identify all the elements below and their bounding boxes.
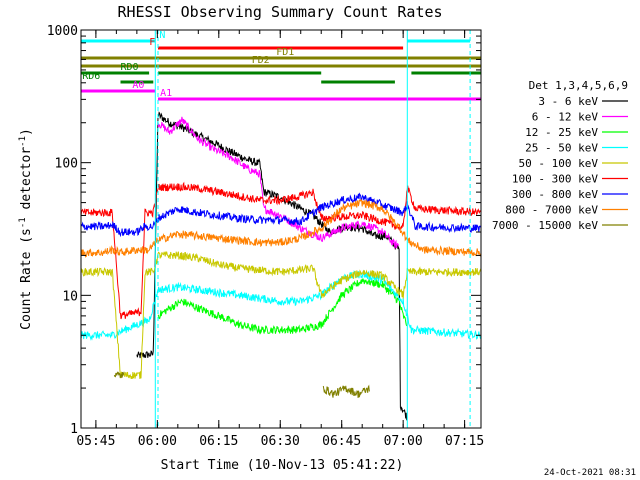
flag-bar-rd6 [120,80,154,84]
flag-label-a0: A0 [132,80,144,91]
series-800-7000-kev [80,199,482,259]
series-line-3-6-kev [136,111,408,421]
legend: Det 1,3,4,5,6,9 3 - 6 keV 6 - 12 keV 12 - … [492,79,628,232]
series-line-800-7000-kev [80,199,482,259]
flag-fd1: FD1 [81,47,481,60]
flag-label-f: F [149,37,155,48]
attenuator-lines [154,30,471,428]
y-axis-label-sup1: -1 [18,217,28,228]
series-100-300-kev [80,181,482,320]
y-axis-label-mid: detector [19,147,34,218]
legend-label: 7000 - 15000 keV [492,219,598,232]
y-tick-label: 1 [70,422,78,437]
y-tick-label: 100 [55,157,78,172]
chart-series [80,111,482,421]
legend-item-800-7000-kev: 800 - 7000 keV [505,204,628,217]
flag-bar-fd1 [81,56,481,60]
x-tick-label: 06:15 [199,434,238,449]
legend-entries: 3 - 6 keV 6 - 12 keV 12 - 25 keV 25 - 50 ke… [492,95,628,232]
flag-bar-rd0 [411,71,481,75]
legend-item-6-12-kev: 6 - 12 keV [532,111,628,124]
flag-bar-fd2 [81,64,481,68]
flag-rd6: RD6 [82,71,395,84]
x-tick-label: 07:00 [384,434,423,449]
observing-flags: NF FD1 FD2 RD0 RD6 A0 A1 [81,30,481,101]
flag-label-rd6: RD6 [82,71,100,82]
y-axis-label-sup2: -1 [18,136,28,147]
flag-bar-f [158,46,404,50]
flag-bar-rd6 [321,80,395,84]
y-tick-label: 1000 [47,24,78,39]
x-axis-label: Start Time (10-Nov-13 05:41:22) [161,458,404,473]
legend-item-300-800-kev: 300 - 800 keV [512,188,628,201]
flag-bar-n [81,39,156,43]
flag-bar-rd0 [81,71,150,75]
chart-axes: 05:45 06:00 06:15 06:30 06:45 07:00 07:15 1 10 10… [47,24,484,449]
plot-frame [80,29,482,429]
x-tick-label: 06:45 [322,434,361,449]
series-line-50-100-kev [80,250,482,380]
legend-item-25-50-kev: 25 - 50 keV [525,142,628,155]
legend-item-100-300-kev: 100 - 300 keV [512,173,628,186]
legend-label: 50 - 100 keV [519,157,599,170]
series-line-25-50-kev [80,269,482,342]
flag-bar-a1 [158,97,481,101]
series-line-7000-15000-kev [322,384,370,398]
flag-label-fd1: FD1 [276,47,294,58]
render-timestamp: 24-Oct-2021 08:31 [544,468,636,478]
y-axis-label-pre: Count Rate (s [19,228,34,330]
y-axis-label: Count Rate (s-1 detector-1) [18,128,34,330]
legend-label: 6 - 12 keV [532,111,599,124]
series-25-50-kev [80,269,482,342]
flag-bar-n [407,39,471,43]
series-3-6-kev [136,111,408,421]
y-axis-label-post: ) [19,128,34,136]
series-line-100-300-kev [80,181,482,320]
x-tick-label: 05:45 [76,434,115,449]
legend-label: 300 - 800 keV [512,188,598,201]
legend-label: 800 - 7000 keV [505,204,598,217]
y-tick-label: 10 [62,289,78,304]
flag-a1: A1 [158,88,481,101]
legend-item-50-100-kev: 50 - 100 keV [519,157,628,170]
flag-label-fd2: FD2 [252,55,270,66]
legend-item-12-25-kev: 12 - 25 keV [525,126,628,139]
legend-item-7000-15000-kev: 7000 - 15000 keV [492,219,628,232]
legend-item-3-6-kev: 3 - 6 keV [538,95,628,108]
flag-a0: A0 [81,80,156,93]
series-50-100-kev [80,250,482,380]
legend-title: Det 1,3,4,5,6,9 [529,79,628,92]
legend-label: 100 - 300 keV [512,173,598,186]
legend-label: 12 - 25 keV [525,126,598,139]
x-tick-label: 07:15 [445,434,484,449]
series-line-7000-15000-kev [113,371,125,379]
flag-n: N [81,30,471,43]
series-6-12-kev [157,116,399,249]
x-tick-label: 06:00 [138,434,177,449]
flag-label-n: N [159,30,165,41]
series-300-800-kev [80,192,482,238]
series-line-300-800-kev [80,192,482,238]
legend-label: 3 - 6 keV [538,95,598,108]
series-line-12-25-kev [157,277,408,335]
flag-bar-rd0 [158,71,322,75]
chart-title: RHESSI Observing Summary Count Rates [117,3,442,21]
flag-label-rd0: RD0 [121,62,139,73]
flag-bar-a0 [81,89,156,93]
flag-label-a1: A1 [160,88,172,99]
legend-label: 25 - 50 keV [525,142,598,155]
flag-rd0: RD0 [81,62,481,75]
series-12-25-kev [157,277,408,335]
x-tick-label: 06:30 [261,434,300,449]
series-line-6-12-kev [157,116,399,249]
flag-f: F [149,37,404,50]
series-7000-15000-kev [113,371,370,398]
flag-fd2: FD2 [81,55,481,68]
